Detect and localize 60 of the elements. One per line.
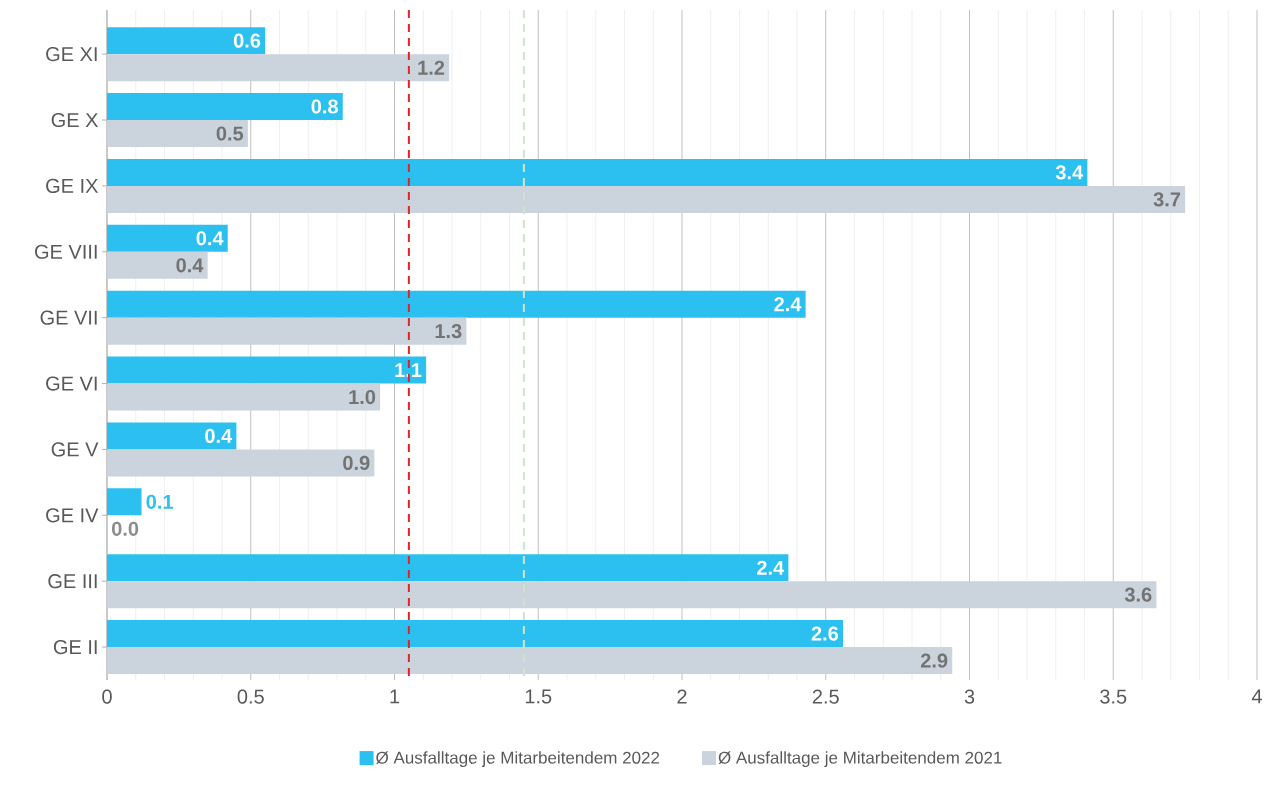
data-label: 2.9 [920, 653, 948, 668]
bar [107, 290, 806, 318]
data-label: 0.0 [112, 521, 139, 536]
data-label: 2.4 [757, 560, 785, 575]
data-label: 2.6 [811, 626, 839, 641]
data-label: 0.4 [176, 258, 204, 273]
bar [107, 27, 266, 55]
bar [107, 422, 237, 450]
data-label: 1.1 [395, 363, 422, 377]
data-label: 3.6 [1124, 587, 1152, 602]
x-tick-label: 4 [1251, 689, 1262, 704]
bar [107, 449, 375, 477]
data-label: 0.5 [216, 126, 244, 141]
x-tick-label: 3 [964, 689, 975, 704]
data-label: 0.4 [205, 428, 233, 444]
data-label: 0.1 [146, 494, 173, 509]
legend-label: Ø Ausfalltage je Mitarbeitendem 2021 [718, 751, 1002, 768]
bar [107, 488, 142, 516]
legend-label: Ø Ausfalltage je Mitarbeitendem 2022 [376, 751, 660, 768]
bar [107, 224, 228, 252]
bar [107, 647, 953, 675]
data-label: 0.8 [311, 99, 338, 114]
data-label: 0.4 [196, 231, 224, 246]
data-label: 0.9 [343, 455, 370, 471]
data-label: 3.7 [1153, 192, 1181, 207]
data-label: 1.0 [349, 389, 376, 405]
bar [107, 317, 467, 345]
y-tick-label: GE VII [40, 310, 97, 325]
data-label: 0.6 [233, 33, 261, 48]
data-label: 2.4 [774, 297, 802, 312]
bar [107, 620, 843, 648]
bar [107, 554, 789, 582]
data-label: 1.2 [418, 60, 445, 75]
y-tick-label: GE V [51, 442, 99, 457]
y-tick-label: GE VIII [35, 244, 97, 259]
y-tick-label: GE II [53, 639, 97, 655]
bar [107, 185, 1186, 213]
y-tick-label: GE III [48, 574, 97, 589]
bar [107, 158, 1088, 186]
bar [107, 356, 427, 384]
bar [107, 120, 248, 148]
x-tick-label: 2 [677, 689, 687, 704]
bar [107, 383, 381, 411]
y-tick-label: GE X [51, 112, 99, 128]
x-tick-label: 3.5 [1100, 689, 1127, 704]
y-tick-label: GE VI [46, 376, 97, 391]
y-tick-label: GE IX [46, 178, 99, 193]
x-tick-label: 1 [390, 689, 400, 704]
x-tick-label: 0 [102, 689, 112, 704]
data-label: 3.4 [1055, 165, 1084, 180]
bar [107, 93, 343, 121]
bar [107, 581, 1157, 609]
x-tick-label: 1.5 [525, 689, 552, 704]
y-tick-label: GE IV [46, 508, 99, 523]
y-tick-label: GE XI [46, 47, 97, 62]
x-tick-label: 2.5 [812, 689, 839, 704]
data-label: 1.3 [435, 324, 462, 339]
x-tick-label: 0.5 [237, 689, 264, 704]
bar [107, 251, 208, 279]
bar [107, 54, 450, 82]
